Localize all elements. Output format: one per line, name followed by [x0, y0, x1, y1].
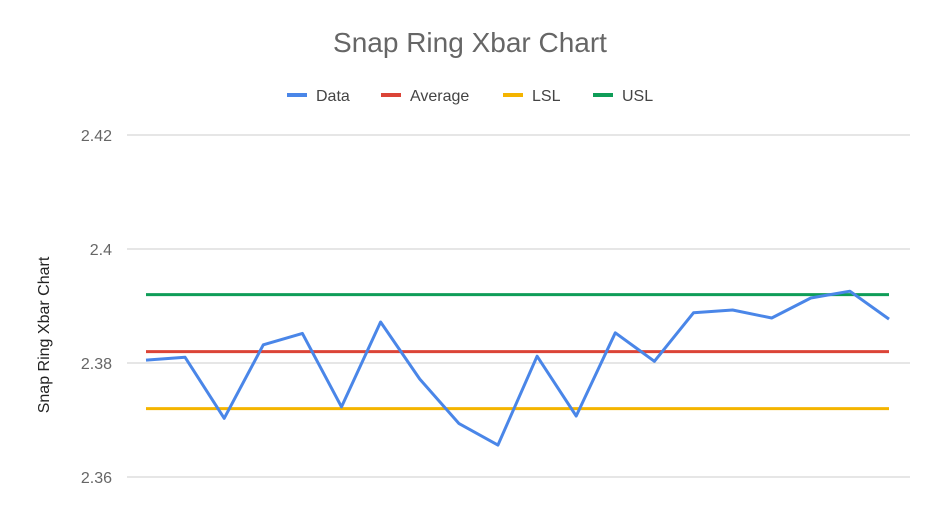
- legend-item-average: Average: [381, 88, 469, 105]
- legend-label: USL: [622, 88, 653, 105]
- legend-item-lsl: LSL: [503, 88, 561, 105]
- y-tick-label: 2.42: [81, 128, 112, 145]
- gridlines: [127, 134, 910, 478]
- legend-label: Data: [316, 88, 350, 105]
- y-tick-label: 2.4: [90, 242, 112, 259]
- y-tick-label: 2.38: [81, 356, 112, 373]
- y-tick-labels: 2.36 2.38 2.4 2.42: [81, 128, 112, 487]
- legend-item-usl: USL: [593, 88, 653, 105]
- y-axis-title: Snap Ring Xbar Chart: [36, 256, 53, 413]
- series-lines: [145, 289, 890, 447]
- y-tick-label: 2.36: [81, 470, 112, 487]
- chart-title: Snap Ring Xbar Chart: [333, 27, 607, 58]
- legend-item-data: Data: [287, 88, 350, 105]
- legend-label: Average: [410, 88, 469, 105]
- legend: Data Average LSL USL: [287, 88, 653, 105]
- series-line-data: [145, 289, 890, 447]
- legend-label: LSL: [532, 88, 561, 105]
